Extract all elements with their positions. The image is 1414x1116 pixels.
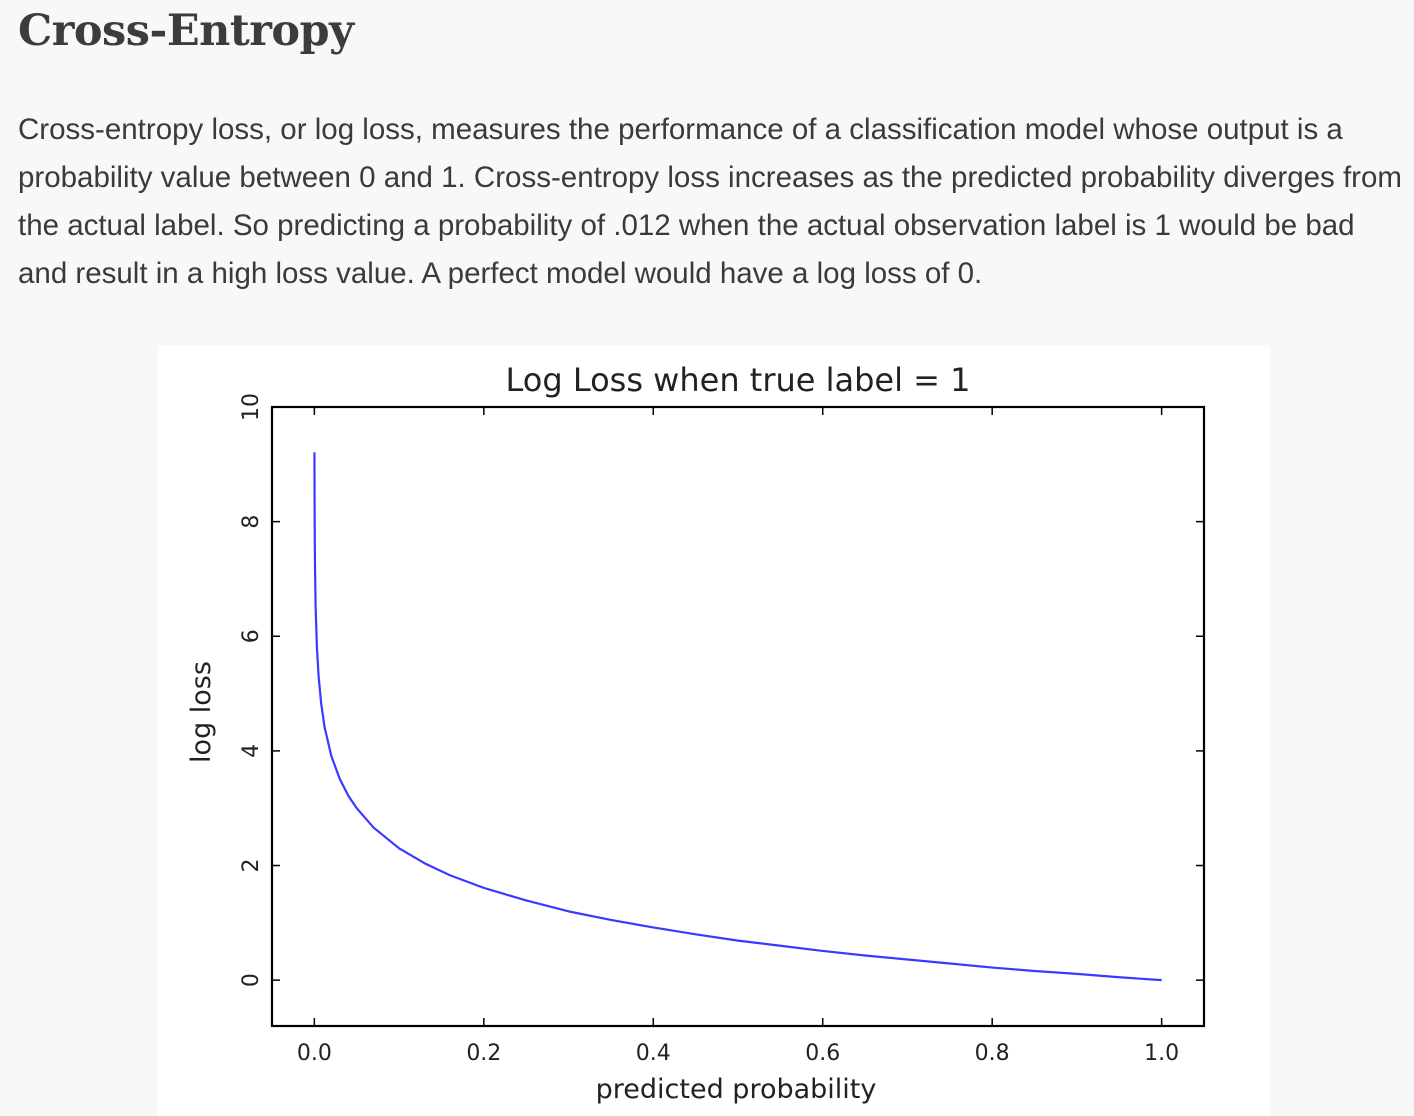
y-tick-label: 2 [239, 859, 264, 873]
y-tick-label: 4 [239, 744, 264, 758]
intro-paragraph: Cross-entropy loss, or log loss, measure… [18, 113, 1402, 290]
chart-title: Log Loss when true label = 1 [505, 361, 970, 399]
x-tick-label: 0.8 [975, 1041, 1010, 1066]
x-tick-label: 0.6 [805, 1041, 840, 1066]
x-axis-label: predicted probability [596, 1074, 877, 1105]
x-tick-label: 1.0 [1144, 1041, 1179, 1066]
x-tick-label: 0.0 [297, 1041, 332, 1066]
y-tick-label: 8 [239, 515, 264, 529]
y-tick-label: 10 [239, 393, 264, 421]
plot-area: 0.0 0.2 0.4 0.6 0.8 1.0 0 2 4 6 8 10 [239, 393, 1206, 1066]
y-axis-label: log loss [186, 661, 217, 763]
y-tick-label: 0 [239, 973, 264, 987]
chart-figure: Log Loss when true label = 1 0.0 0.2 0.4 0.… [158, 345, 1270, 1116]
log-loss-chart: Log Loss when true label = 1 0.0 0.2 0.4 0.… [186, 361, 1206, 1105]
page-title: Cross-Entropy [18, 6, 354, 56]
log-loss-curve [313, 452, 1162, 982]
y-tick-label: 6 [239, 629, 264, 643]
plot-frame [270, 405, 1206, 1028]
x-tick-label: 0.2 [466, 1041, 501, 1066]
x-tick-label: 0.4 [636, 1041, 671, 1066]
